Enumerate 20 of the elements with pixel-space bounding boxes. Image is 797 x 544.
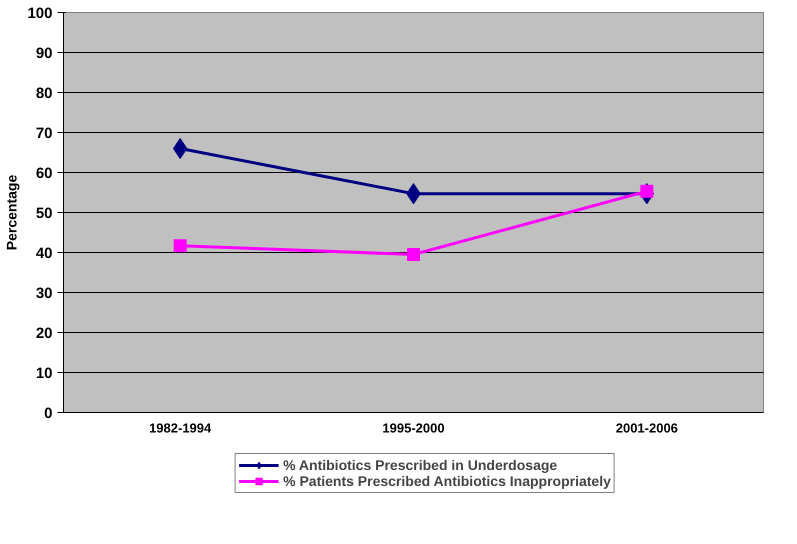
y-tick-label: 90 <box>36 45 53 62</box>
point <box>640 184 654 198</box>
y-tick-label: 60 <box>36 165 53 182</box>
point <box>407 248 420 261</box>
y-tick-label: 100 <box>27 5 53 22</box>
legend-label: % Patients Prescribed Antibiotics Inappropriately <box>283 472 611 488</box>
y-tick-label: 0 <box>44 405 52 422</box>
y-tick-label: 20 <box>36 325 53 342</box>
y-tick-label: 70 <box>36 125 53 142</box>
y-axis-title: Percentage <box>3 174 20 250</box>
y-tick-label: 10 <box>36 365 53 382</box>
y-tick-label: 50 <box>36 205 53 222</box>
y-tick-label: 30 <box>36 285 53 302</box>
legend-label: % Antibiotics Prescribed in Underdosage <box>283 456 558 472</box>
x-tick-label: 1982-1994 <box>149 420 212 436</box>
y-tick-label: 80 <box>36 85 53 102</box>
x-tick-label: 2001-2006 <box>616 420 678 436</box>
x-tick-label: 1995-2000 <box>382 420 445 436</box>
point <box>174 239 187 252</box>
y-tick-label: 40 <box>36 245 53 262</box>
